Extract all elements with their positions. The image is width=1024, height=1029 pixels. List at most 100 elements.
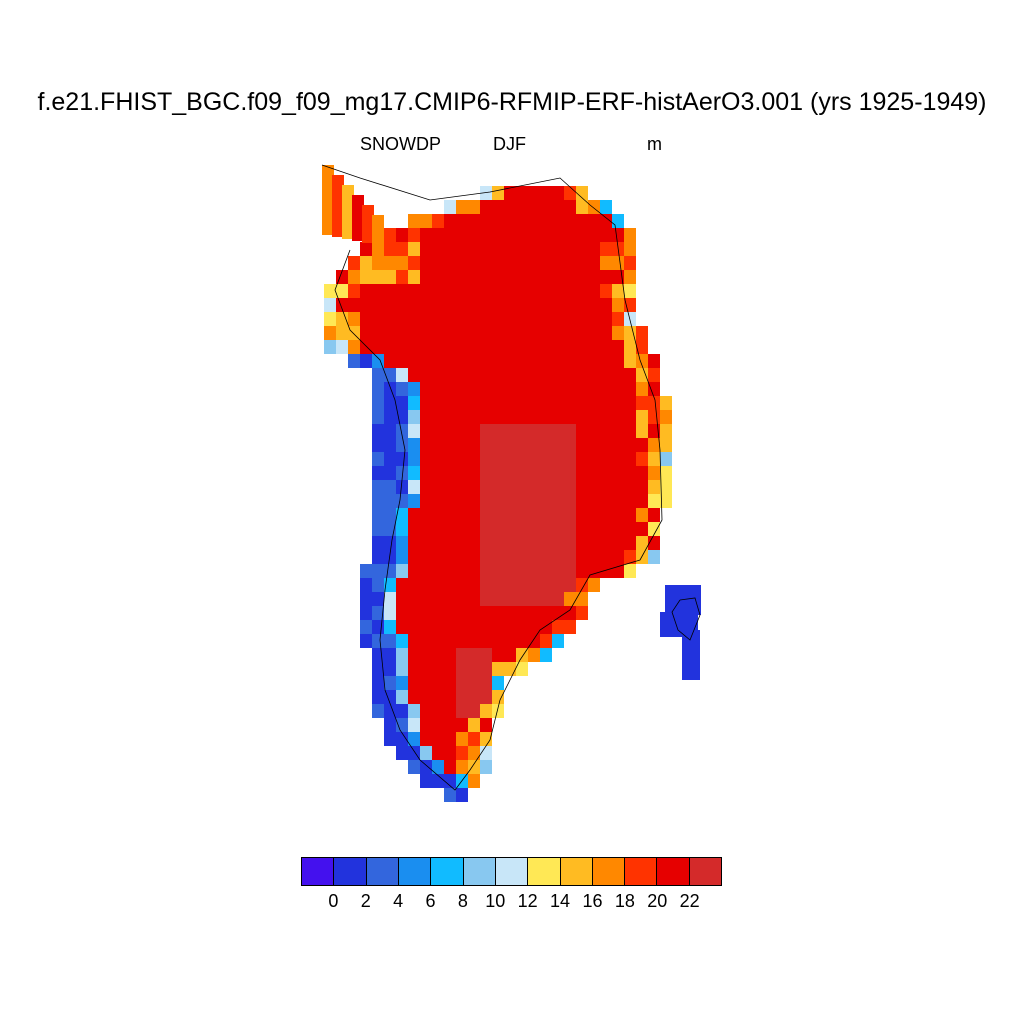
grid-cell <box>588 298 600 312</box>
grid-cell <box>576 578 588 592</box>
grid-cell <box>456 606 468 620</box>
grid-cell <box>552 298 564 312</box>
grid-cell <box>480 746 492 760</box>
grid-cell <box>456 564 468 578</box>
grid-cell <box>540 634 552 648</box>
grid-cell <box>456 480 468 494</box>
grid-cell <box>564 578 576 592</box>
grid-cell <box>468 228 480 242</box>
grid-cell <box>384 424 396 438</box>
grid-cell <box>660 410 672 424</box>
grid-cell <box>432 732 444 746</box>
grid-cell <box>420 382 432 396</box>
grid-cell <box>396 466 408 480</box>
grid-cell <box>636 410 648 424</box>
grid-cell <box>528 256 540 270</box>
grid-cell <box>468 312 480 326</box>
grid-cell <box>468 424 480 438</box>
grid-cell <box>492 424 504 438</box>
grid-cell <box>576 186 588 200</box>
grid-cell <box>516 382 528 396</box>
grid-cell <box>504 326 516 340</box>
grid-cell <box>432 270 444 284</box>
grid-cell <box>420 298 432 312</box>
grid-cell <box>408 480 420 494</box>
grid-cell <box>516 536 528 550</box>
grid-cell <box>372 438 384 452</box>
grid-cell <box>540 592 552 606</box>
grid-cell <box>468 480 480 494</box>
grid-cell <box>540 214 552 228</box>
grid-cell <box>432 298 444 312</box>
grid-cell <box>444 550 456 564</box>
grid-cell <box>468 242 480 256</box>
grid-cell <box>588 438 600 452</box>
grid-cell <box>396 718 408 732</box>
grid-cell <box>396 270 408 284</box>
grid-cell <box>516 620 528 634</box>
grid-cell <box>576 480 588 494</box>
grid-cell <box>408 620 420 634</box>
colorbar-tick-label: 4 <box>393 891 404 911</box>
grid-cell <box>516 284 528 298</box>
grid-cell <box>600 298 612 312</box>
grid-cell <box>468 522 480 536</box>
grid-cell <box>468 354 480 368</box>
grid-cell <box>384 256 396 270</box>
grid-cell <box>492 466 504 480</box>
grid-cell <box>420 242 432 256</box>
grid-cell <box>420 676 432 690</box>
grid-cell <box>576 354 588 368</box>
grid-cell <box>564 494 576 508</box>
grid-cell <box>480 508 492 522</box>
grid-cell <box>504 312 516 326</box>
colorbar-box <box>398 858 432 885</box>
grid-cell <box>624 354 636 368</box>
grid-cell <box>600 284 612 298</box>
grid-cell <box>432 452 444 466</box>
grid-cell <box>552 242 564 256</box>
grid-cell <box>468 410 480 424</box>
grid-cell <box>480 676 492 690</box>
grid-cell <box>576 382 588 396</box>
grid-cell <box>564 410 576 424</box>
colorbar-box <box>431 858 464 885</box>
grid-cell <box>384 494 396 508</box>
grid-cell <box>492 452 504 466</box>
grid-cell <box>396 438 408 452</box>
grid-cell <box>564 284 576 298</box>
colorbar-box <box>625 858 658 885</box>
grid-cell <box>612 480 624 494</box>
grid-cell <box>564 312 576 326</box>
grid-cell <box>588 480 600 494</box>
grid-cell <box>360 270 372 284</box>
grid-cell <box>564 228 576 242</box>
grid-cell <box>468 284 480 298</box>
grid-cell <box>432 494 444 508</box>
grid-cell <box>372 690 384 704</box>
grid-cell <box>372 368 384 382</box>
grid-cell <box>444 634 456 648</box>
grid-cell <box>362 205 374 243</box>
grid-cell <box>420 550 432 564</box>
grid-cell <box>420 620 432 634</box>
grid-cell <box>588 494 600 508</box>
grid-cell <box>468 732 480 746</box>
grid-cell <box>420 732 432 746</box>
season-label: DJF <box>493 134 526 154</box>
grid-cell <box>468 718 480 732</box>
grid-cell <box>384 326 396 340</box>
grid-cell <box>576 396 588 410</box>
grid-cell <box>396 256 408 270</box>
grid-cell <box>528 466 540 480</box>
grid-cell <box>492 382 504 396</box>
grid-cell <box>420 704 432 718</box>
snow-depth-raster <box>322 165 701 802</box>
grid-cell <box>576 368 588 382</box>
grid-cell <box>408 494 420 508</box>
grid-cell <box>408 326 420 340</box>
grid-cell <box>480 368 492 382</box>
grid-cell <box>564 536 576 550</box>
grid-cell <box>600 508 612 522</box>
grid-cell <box>408 410 420 424</box>
